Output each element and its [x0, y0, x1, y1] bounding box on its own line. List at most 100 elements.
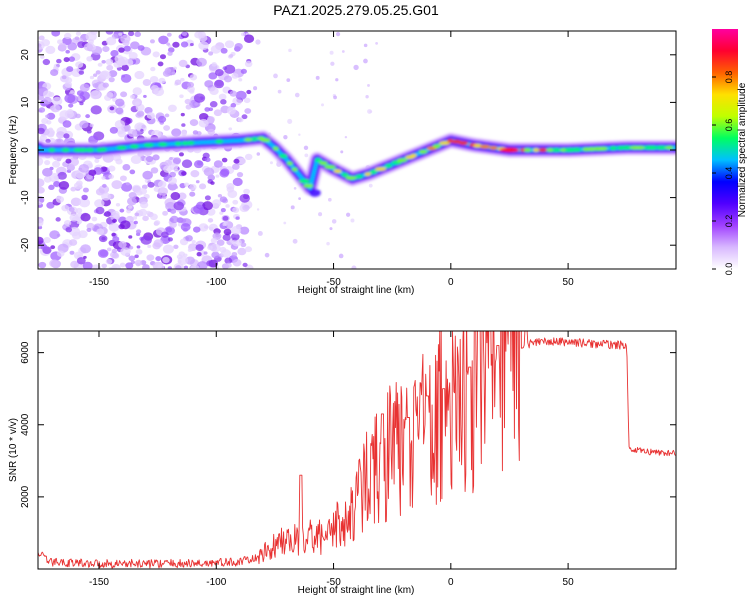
- spectrogram-noise-blob: [163, 165, 172, 173]
- spectrogram-noise-blob: [122, 39, 130, 46]
- spectrogram-noise-blob: [85, 114, 91, 119]
- spectrogram-noise-blob: [185, 104, 192, 110]
- spectrogram-noise-blob: [68, 220, 80, 229]
- spectrogram-noise-blob: [130, 155, 142, 165]
- spectrogram-noise-blob: [38, 218, 44, 227]
- spectrogram-noise-blob: [328, 197, 332, 202]
- snr-x-tick-label: -50: [326, 577, 341, 588]
- spectrogram-noise-blob: [79, 101, 84, 106]
- spectrogram-noise-blob: [111, 210, 120, 218]
- spectrogram-ridge-hotspot: [385, 163, 393, 168]
- spectrogram-ridge-hotspot: [649, 145, 658, 150]
- spectrogram-ridge-hotspot: [538, 148, 548, 152]
- spectrogram-ridge-hotspot: [599, 146, 608, 151]
- spectrogram-noise-blob: [114, 119, 126, 129]
- spectrogram-noise-blob: [39, 198, 45, 203]
- spectrogram-y-tick-label: -20: [20, 238, 31, 253]
- spectrogram-noise-blob: [231, 73, 239, 79]
- spectrogram-noise-blob: [45, 138, 51, 144]
- chart-title: PAZ1.2025.279.05.25.G01: [273, 2, 439, 18]
- spectrogram-noise-blob: [164, 159, 173, 167]
- spectrogram-noise-blob: [135, 229, 142, 234]
- spectrogram-noise-blob: [153, 239, 164, 248]
- spectrogram-ridge-hotspot: [78, 148, 88, 152]
- spectrogram-noise-blob: [233, 158, 240, 164]
- spectrogram-noise-blob: [91, 216, 98, 222]
- spectrogram-noise-blob: [217, 193, 223, 198]
- spectrogram-noise-blob: [41, 117, 49, 124]
- spectrogram-noise-blob: [189, 74, 198, 81]
- spectrogram-noise-blob: [232, 259, 242, 267]
- spectrogram-noise-blob: [236, 172, 244, 178]
- spectrogram-noise-blob: [213, 109, 222, 117]
- spectrogram-noise-blob: [208, 51, 214, 56]
- spectrogram-ridge-hotspot: [410, 153, 417, 158]
- spectrogram-noise-blob: [38, 94, 45, 101]
- spectrogram-noise-blob: [130, 41, 140, 50]
- spectrogram-noise-blob: [232, 163, 240, 170]
- spectrogram-noise-blob: [55, 195, 65, 203]
- spectrogram-noise-blob: [78, 198, 91, 208]
- spectrogram-noise-blob: [64, 93, 76, 104]
- spectrogram-noise-blob: [177, 192, 187, 200]
- spectrogram-noise-blob: [101, 59, 106, 64]
- spectrogram-noise-blob: [350, 218, 355, 223]
- spectrogram-ridge-hotspot: [655, 145, 668, 150]
- spectrogram-noise-blob: [211, 251, 220, 259]
- spectrogram-noise-blob: [365, 95, 369, 99]
- spectrogram-noise-blob: [119, 262, 126, 268]
- colorbar-ticks: 0.0 0.2 0.4 0.6 0.8: [712, 71, 734, 275]
- snr-x-ticks: -150 -100 -50 0 50: [89, 331, 574, 588]
- spectrogram-noise-blob: [150, 167, 159, 174]
- spectrogram-noise-blob: [103, 212, 108, 217]
- spectrogram-noise-blob: [154, 220, 161, 226]
- spectrogram-noise-blob: [185, 235, 193, 242]
- snr-background: [38, 331, 676, 569]
- spectrogram-noise-blob: [187, 81, 195, 88]
- spectrogram-noise-blob: [120, 74, 132, 83]
- spectrogram-noise-blob: [158, 77, 166, 84]
- spectrogram-noise-blob: [226, 183, 235, 190]
- spectrogram-noise-blob: [64, 32, 72, 39]
- spectrogram-noise-blob: [238, 157, 246, 165]
- spectrogram-noise-blob: [194, 102, 199, 106]
- spectrogram-noise-blob: [166, 42, 171, 46]
- spectrogram-noise-blob: [288, 48, 292, 53]
- spectrogram-noise-blob: [56, 139, 62, 144]
- spectrogram-noise-blob: [145, 155, 154, 163]
- spectrogram-ridge-hotspot: [479, 144, 491, 149]
- spectrogram-noise-blob: [351, 265, 357, 269]
- spectrogram-noise-blob: [105, 258, 113, 265]
- spectrogram-noise-blob: [62, 120, 72, 128]
- spectrogram-noise-blob: [203, 251, 208, 255]
- spectrogram-noise-blob: [95, 70, 101, 75]
- spectrogram-noise-blob: [101, 192, 111, 201]
- spectrogram-noise-blob: [115, 158, 123, 165]
- colorbar-label: Normalized spectral amplitude: [737, 82, 748, 217]
- spectrogram-noise-blob: [55, 217, 61, 222]
- spectrogram-noise-blob: [243, 188, 250, 195]
- spectrogram-noise-blob: [146, 210, 151, 215]
- spectrogram-noise-blob: [75, 31, 81, 36]
- spectrogram-noise-blob: [121, 64, 129, 71]
- spectrogram-ridge-hotspot: [272, 146, 279, 151]
- spectrogram-ridge-hotspot: [260, 138, 271, 143]
- spectrogram-noise-blob: [97, 249, 109, 258]
- spectrogram-noise-blob: [368, 183, 373, 188]
- spectrogram-noise-blob: [375, 41, 378, 45]
- spectrogram-noise-blob: [220, 47, 228, 54]
- spectrogram-noise-blob: [152, 154, 160, 161]
- spectrogram-ridge-hotspot: [215, 139, 224, 144]
- spectrogram-noise-blob: [207, 218, 214, 223]
- spectrogram-noise-blob: [94, 199, 105, 208]
- spectrogram-noise-blob: [172, 157, 182, 165]
- spectrogram-noise-blob: [255, 39, 261, 45]
- spectrogram-noise-blob: [44, 159, 51, 166]
- spectrogram-ridge-hotspot: [572, 147, 582, 152]
- spectrogram-noise-blob: [159, 54, 166, 60]
- spectrogram-noise-blob: [149, 76, 159, 84]
- spectrogram-noise-blob: [208, 72, 218, 80]
- spectrogram-noise-blob: [169, 221, 177, 228]
- spectrogram-noise-blob: [135, 249, 143, 255]
